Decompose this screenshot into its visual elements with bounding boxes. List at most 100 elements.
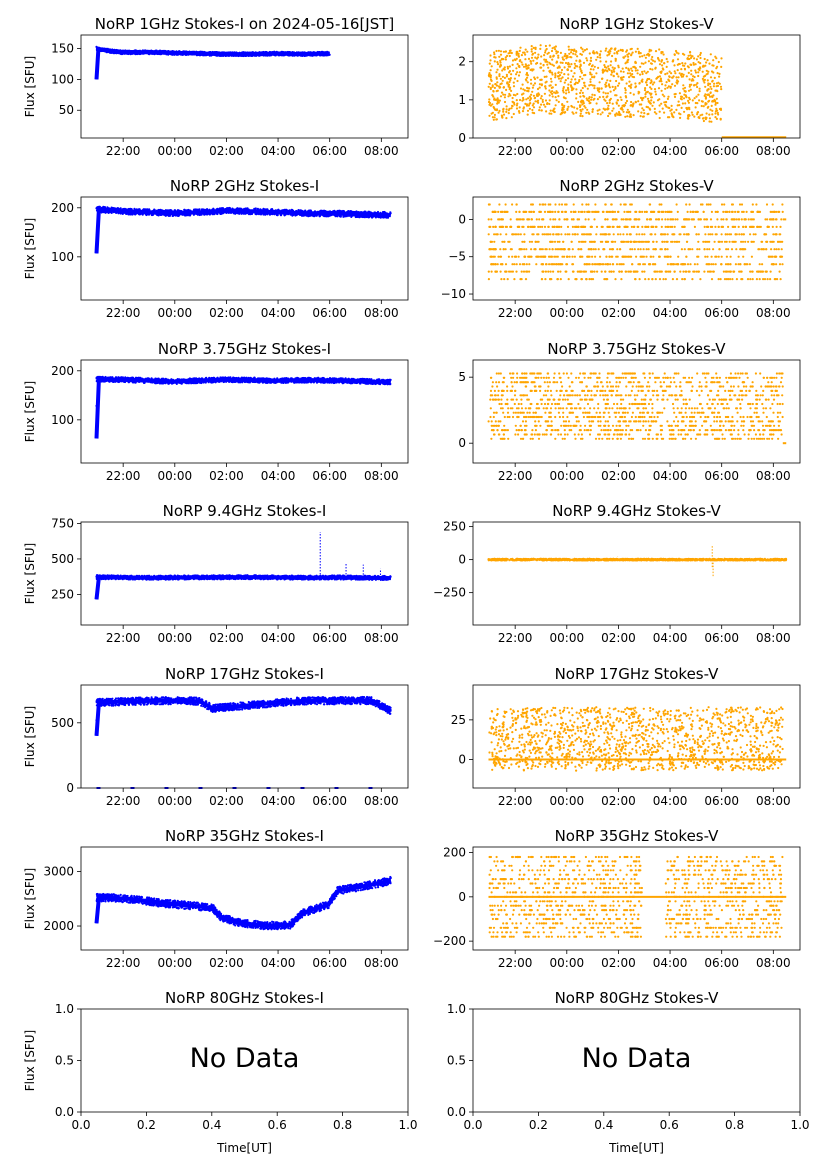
- data-point: [593, 97, 596, 100]
- data-point: [579, 104, 582, 107]
- data-point: [169, 209, 172, 212]
- data-point: [565, 270, 568, 273]
- data-point: [605, 47, 608, 50]
- data-point: [714, 110, 718, 113]
- data-point: [643, 54, 646, 57]
- data-point: [717, 60, 720, 64]
- data-point: [563, 55, 566, 58]
- data-point: [614, 85, 617, 89]
- data-point: [551, 92, 554, 95]
- data-point: [525, 67, 528, 70]
- data-point: [778, 263, 782, 266]
- data-point: [550, 80, 553, 83]
- data-point: [587, 97, 591, 100]
- data-point: [688, 85, 691, 88]
- data-point: [530, 218, 533, 221]
- data-point: [714, 263, 717, 266]
- data-point: [497, 255, 500, 258]
- data-point: [626, 225, 629, 228]
- data-point: [527, 89, 530, 92]
- data-point: [716, 72, 719, 75]
- data-point: [575, 92, 578, 95]
- data-point: [703, 81, 706, 84]
- data-point: [701, 117, 705, 120]
- data-point: [555, 90, 558, 93]
- data-point: [512, 93, 516, 96]
- data-point: [580, 46, 583, 49]
- data-point: [652, 101, 655, 104]
- x-tick-label: 08:00: [364, 306, 399, 320]
- data-point: [774, 218, 778, 221]
- data-point: [497, 49, 500, 52]
- data-point: [639, 73, 642, 76]
- data-point: [551, 58, 554, 61]
- data-point: [664, 270, 667, 273]
- data-point: [676, 63, 679, 66]
- data-point: [664, 101, 668, 104]
- data-point: [696, 82, 699, 85]
- data-point: [608, 84, 611, 87]
- data-point: [493, 53, 496, 56]
- data-point: [555, 60, 559, 63]
- data-point: [740, 203, 744, 206]
- data-point: [647, 60, 651, 63]
- data-point: [488, 62, 491, 65]
- data-point: [709, 91, 712, 95]
- data-point: [683, 248, 686, 251]
- data-point: [667, 106, 670, 109]
- data-point: [506, 278, 509, 281]
- data-point: [706, 93, 709, 96]
- data-point: [616, 52, 619, 55]
- data-point: [581, 203, 584, 206]
- data-point: [641, 115, 645, 118]
- data-point: [719, 278, 722, 281]
- data-point: [557, 54, 560, 57]
- data-point: [509, 78, 512, 82]
- data-point: [675, 51, 678, 54]
- data-point: [666, 116, 670, 119]
- data-point: [696, 85, 699, 89]
- data-point: [643, 89, 647, 92]
- data-point: [707, 105, 710, 108]
- data-point: [706, 225, 709, 228]
- data-point: [508, 65, 511, 68]
- data-point: [586, 59, 589, 62]
- data-point: [560, 77, 563, 80]
- data-point: [713, 76, 716, 79]
- data-point: [621, 67, 624, 70]
- data-point: [609, 112, 612, 115]
- data-point: [615, 79, 618, 83]
- data-point: [650, 80, 653, 83]
- y-tick-label: 2: [458, 55, 466, 69]
- data-point: [508, 240, 511, 243]
- data-point: [493, 233, 496, 236]
- data-point: [634, 82, 637, 85]
- data-point: [527, 97, 530, 100]
- data-point: [562, 240, 565, 243]
- data-point: [502, 93, 505, 96]
- data-point: [532, 106, 536, 109]
- data-point: [562, 87, 565, 90]
- data-point: [778, 210, 781, 213]
- data-point: [689, 210, 692, 213]
- data-point: [581, 86, 584, 90]
- data-point: [526, 81, 529, 84]
- data-point: [712, 59, 715, 62]
- data-point: [646, 70, 649, 73]
- data-point: [691, 55, 694, 58]
- data-point: [711, 233, 714, 236]
- data-point: [573, 106, 576, 109]
- data-point: [625, 82, 628, 85]
- data-point: [692, 84, 696, 87]
- data-point: [564, 61, 568, 65]
- data-point: [528, 107, 532, 110]
- data-point: [557, 100, 560, 103]
- data-point: [613, 52, 616, 55]
- data-point: [540, 66, 543, 69]
- data-point: [620, 278, 623, 281]
- data-point: [548, 61, 551, 64]
- data-point: [715, 107, 718, 110]
- data-point: [608, 270, 611, 273]
- data-point: [675, 203, 678, 206]
- data-point: [523, 233, 526, 236]
